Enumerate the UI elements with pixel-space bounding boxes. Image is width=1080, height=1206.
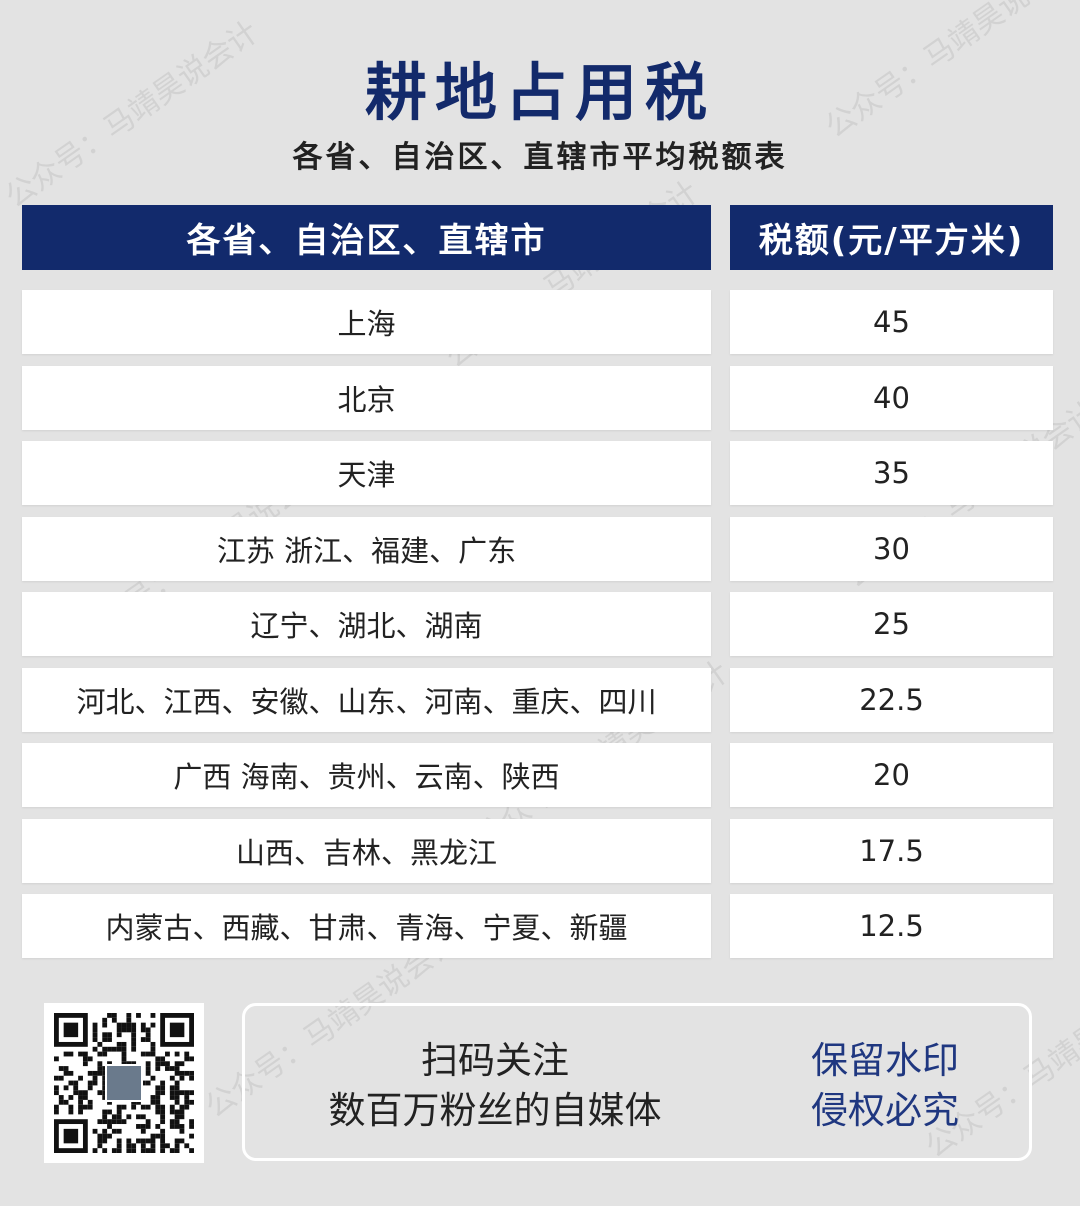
follow-subtext: 数百万粉丝的自媒体 [328, 1089, 662, 1132]
table-cell-amount: 40 [730, 365, 1053, 430]
follow-text: 扫码关注 [421, 1039, 569, 1082]
table-cell-amount: 25 [730, 592, 1053, 656]
page-title: 耕地占用税 [364, 56, 715, 129]
page-subtitle: 各省、自治区、直辖市平均税额表 [292, 140, 788, 175]
table-cell-amount: 20 [730, 743, 1053, 807]
table-cell-region: 北京 [22, 365, 711, 430]
table-cell-region: 江苏 浙江、福建、广东 [22, 516, 711, 581]
avatar [105, 1064, 143, 1102]
footer-box: 扫码关注 数百万粉丝的自媒体 保留水印 侵权必究 [242, 1003, 1032, 1161]
table-cell-region: 山西、吉林、黑龙江 [22, 818, 711, 883]
qr-code [44, 1003, 204, 1163]
copyright-notice: 侵权必究 [811, 1089, 959, 1132]
table-cell-region: 辽宁、湖北、湖南 [22, 592, 711, 656]
table-cell-amount: 30 [730, 516, 1053, 581]
table-cell-region: 广西 海南、贵州、云南、陕西 [22, 743, 711, 807]
table-cell-region: 上海 [22, 290, 711, 354]
column-header-region: 各省、自治区、直辖市 [22, 205, 711, 270]
watermark-notice: 保留水印 [811, 1039, 959, 1082]
table-cell-amount: 22.5 [730, 667, 1053, 732]
table-cell-amount: 45 [730, 290, 1053, 354]
table-cell-region: 河北、江西、安徽、山东、河南、重庆、四川 [22, 667, 711, 732]
table-cell-amount: 35 [730, 441, 1053, 505]
table-cell-amount: 12.5 [730, 894, 1053, 958]
table-cell-region: 天津 [22, 441, 711, 505]
table-cell-amount: 17.5 [730, 818, 1053, 883]
table-cell-region: 内蒙古、西藏、甘肃、青海、宁夏、新疆 [22, 894, 711, 958]
column-header-amount: 税额(元/平方米) [730, 205, 1053, 270]
